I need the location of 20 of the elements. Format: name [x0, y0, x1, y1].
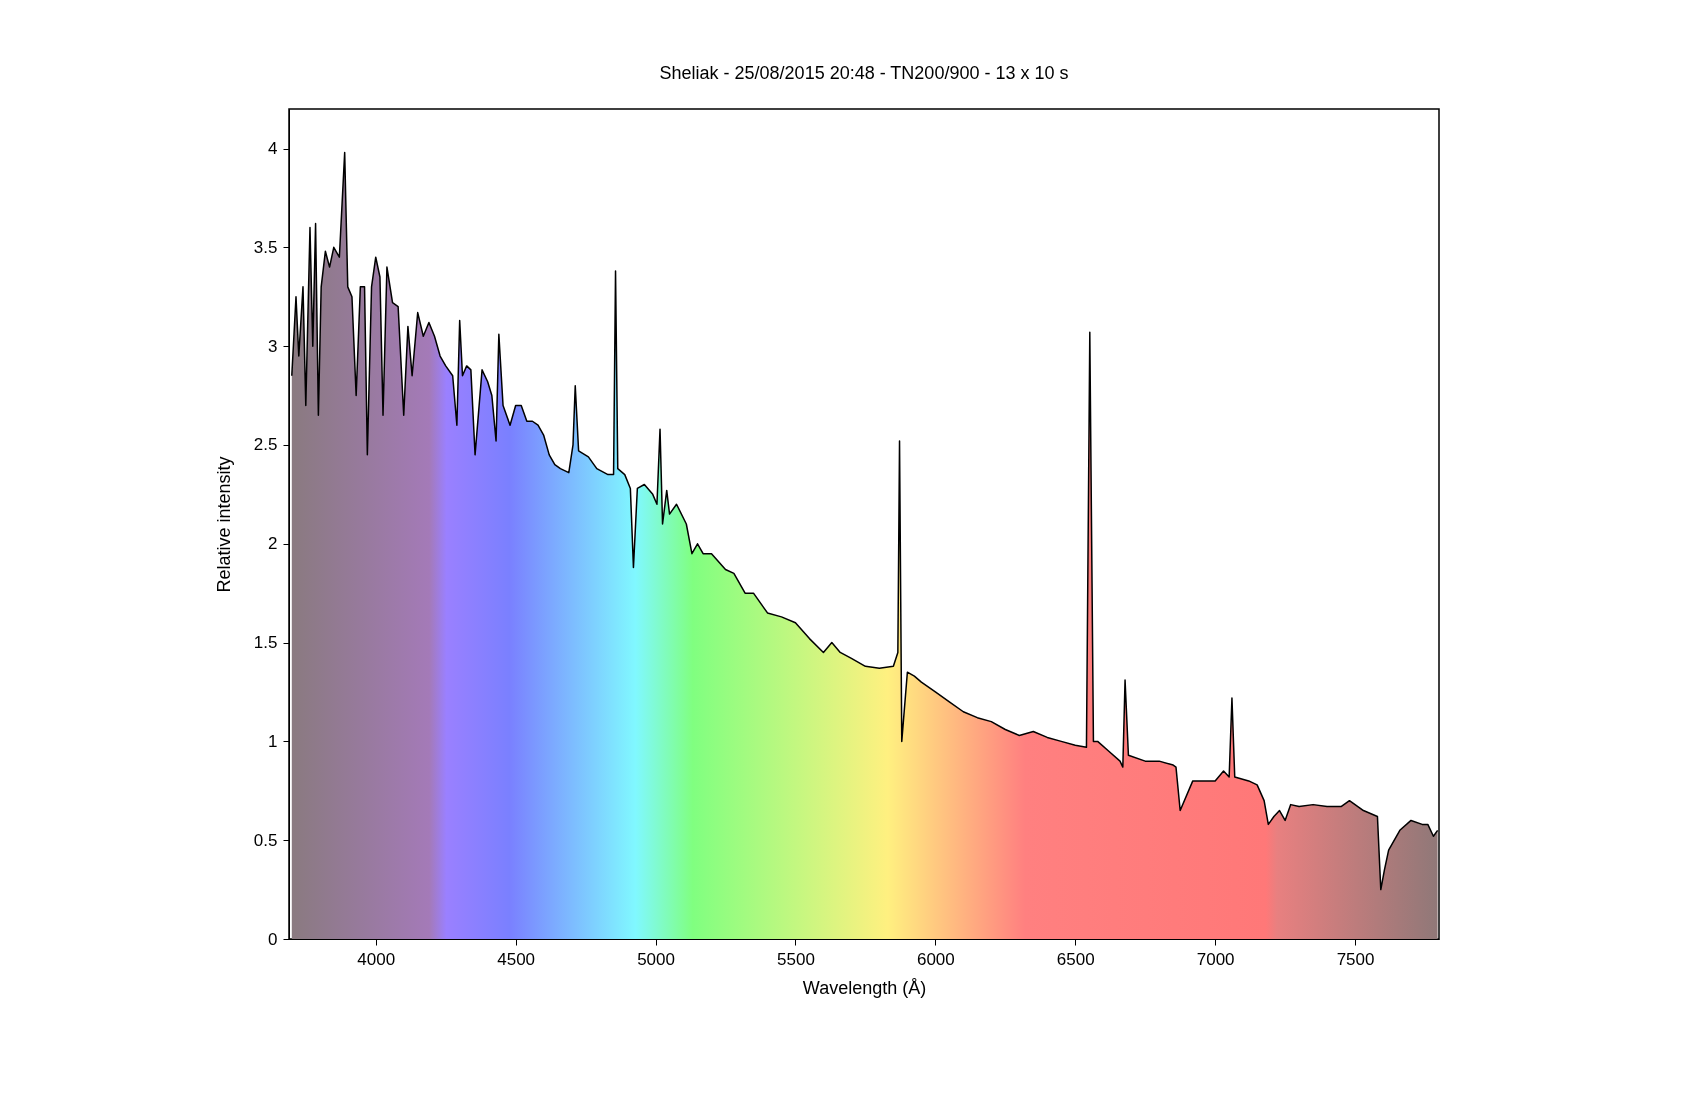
y-tick-label: 1	[268, 731, 278, 751]
y-tick-label: 3.5	[253, 237, 278, 257]
y-axis-title: Relative intensity	[213, 456, 234, 593]
x-tick-label: 7500	[1336, 949, 1375, 969]
y-tick-label: 3	[268, 336, 278, 356]
x-tick-label: 4500	[497, 949, 536, 969]
x-tick-label: 7000	[1196, 949, 1235, 969]
y-tick-label: 0	[268, 929, 278, 949]
y-tick-label: 2.5	[253, 435, 278, 455]
y-tick-label: 4	[268, 139, 278, 159]
x-tick-label: 4000	[357, 949, 396, 969]
chart-title: Sheliak - 25/08/2015 20:48 - TN200/900 - 13 x 10 s	[659, 63, 1069, 83]
x-tick-label: 5000	[637, 949, 675, 969]
y-tick-label: 1.5	[253, 633, 278, 653]
x-tick-label: 5500	[777, 949, 815, 969]
x-tick-label: 6500	[1056, 949, 1095, 969]
y-tick-label: 0.5	[253, 830, 278, 850]
x-axis-title: Wavelength (Å)	[802, 977, 927, 998]
x-tick-label: 6000	[916, 949, 955, 969]
y-tick-label: 2	[268, 534, 278, 554]
